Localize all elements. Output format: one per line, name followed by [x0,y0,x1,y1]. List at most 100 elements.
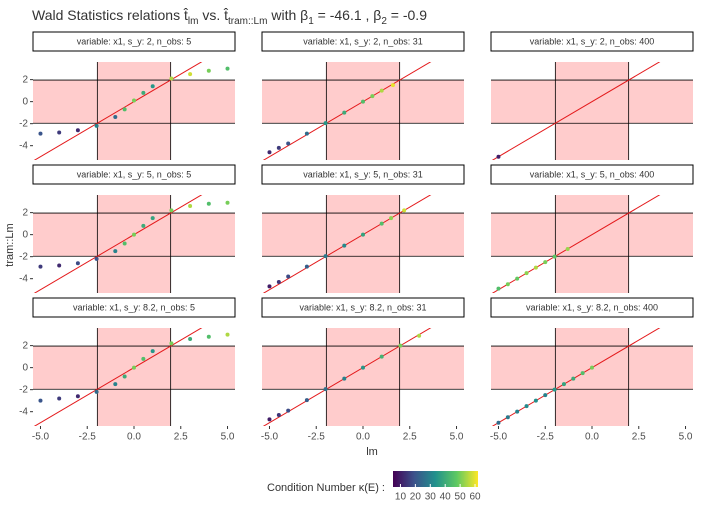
y-tick-label: -4 [19,273,28,284]
title-part: = -0.9 [387,7,427,23]
point [113,249,118,254]
colorbar [393,471,478,487]
panel [262,62,464,160]
colorbar-tick-label: 50 [455,492,467,503]
strip-box [32,164,236,185]
point [370,94,375,99]
strip-box [490,31,694,52]
panel [491,195,693,293]
x-tick-label: 5.0 [679,432,693,443]
point [132,365,136,370]
strip-label: variable: x1, s_y: 8.2, n_obs: 5 [73,302,195,312]
point [169,76,174,81]
point [361,232,365,237]
point [505,282,510,287]
point [515,409,520,414]
point [206,334,211,339]
point [524,271,529,276]
point [304,398,309,403]
point [417,333,422,338]
strip-label: variable: x1, s_y: 2, n_obs: 400 [530,36,655,46]
x-tick-label: 0.0 [127,432,141,443]
point [533,398,538,403]
x-tick-label: -5.0 [32,432,50,443]
point [150,216,155,221]
identity-line [491,62,661,160]
strip-box [32,297,236,318]
point [342,110,347,115]
y-axis-label: tram::Lm [4,223,16,266]
point [38,398,43,403]
point [141,356,146,361]
point [225,200,230,205]
strip-label: variable: x1, s_y: 2, n_obs: 31 [303,36,423,46]
point [323,121,328,126]
point [141,223,146,228]
point [150,349,155,354]
panel [491,328,693,426]
title-part: t̂ [223,7,229,23]
x-tick-label: -2.5 [308,432,326,443]
point [188,72,193,77]
title-part: 1 [308,16,314,27]
title-part: t̂ [183,7,189,23]
title-part: tram::Lm [228,16,267,27]
point [276,412,281,417]
point [38,131,43,136]
point [552,387,557,392]
point [590,365,594,370]
point [38,264,43,269]
point [206,201,211,206]
y-tick-label: 0 [22,229,28,240]
colorbar-tick-label: 20 [410,492,422,503]
point [580,371,585,376]
point [113,382,118,387]
legend-title: Condition Number κ(E) : [267,482,385,494]
point [188,204,193,209]
x-tick-label: 2.5 [174,432,188,443]
point [524,404,529,409]
point [398,343,403,348]
identity-line [491,195,661,293]
point [379,354,384,359]
colorbar-tick-label: 30 [425,492,437,503]
point [505,415,510,420]
title-part: vs. [198,7,224,23]
title-part: Wald Statistics relations [32,7,184,23]
x-tick-label: -2.5 [79,432,97,443]
y-tick-label: -4 [19,406,28,417]
y-tick-label: 0 [22,96,28,107]
point [113,115,118,120]
point [390,83,395,88]
point [57,130,62,135]
point [225,66,230,71]
panel [262,328,464,426]
strip-label: variable: x1, s_y: 8.2, n_obs: 31 [299,302,426,312]
point [132,98,136,103]
point [379,88,384,93]
chart-title: Wald Statistics relations t̂lm vs. t̂tra… [32,7,427,27]
strip-label: variable: x1, s_y: 5, n_obs: 5 [77,169,192,179]
point [496,154,501,159]
x-tick-label: 2.5 [632,432,646,443]
colorbar-tick-label: 40 [440,492,452,503]
point [150,84,155,89]
y-tick-label: 2 [22,207,28,218]
point [361,99,365,104]
point [496,420,501,425]
panel [262,195,464,293]
point [323,387,328,392]
x-tick-label: 2.5 [403,432,417,443]
point [188,337,193,342]
point [122,241,127,246]
title-part: = -46.1 , β [314,7,382,23]
x-axis-label: lm [366,446,378,458]
point [276,279,281,284]
point [286,408,291,413]
panel [33,195,235,293]
point [94,256,99,261]
point [267,284,272,289]
title-part: lm [188,16,199,27]
point [402,208,407,213]
y-tick-label: -2 [19,384,28,395]
